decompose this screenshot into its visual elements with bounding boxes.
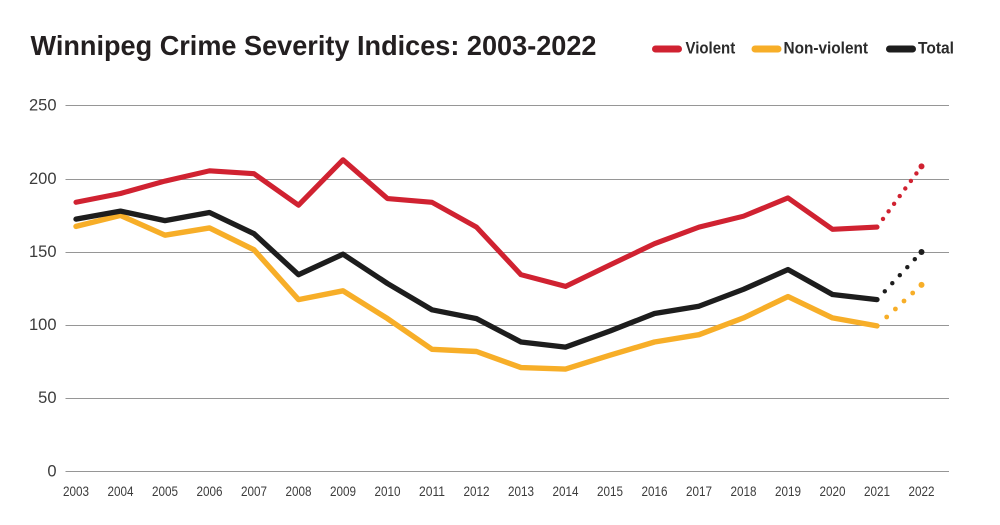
svg-text:2011: 2011 (419, 483, 445, 499)
svg-text:2017: 2017 (686, 483, 712, 499)
svg-text:2004: 2004 (108, 483, 134, 499)
svg-text:Violent: Violent (686, 39, 736, 58)
svg-text:2007: 2007 (241, 483, 267, 499)
svg-text:250: 250 (29, 97, 57, 115)
svg-text:2021: 2021 (864, 483, 890, 499)
svg-text:2020: 2020 (820, 483, 846, 499)
svg-text:0: 0 (47, 463, 56, 481)
svg-text:2012: 2012 (464, 483, 490, 499)
svg-text:50: 50 (38, 389, 56, 407)
svg-text:2018: 2018 (731, 483, 757, 499)
svg-text:2015: 2015 (597, 483, 623, 499)
svg-text:Winnipeg Crime Severity Indice: Winnipeg Crime Severity Indices: 2003-20… (31, 30, 597, 61)
svg-text:2016: 2016 (642, 483, 668, 499)
svg-text:2008: 2008 (286, 483, 312, 499)
svg-text:Total: Total (918, 39, 954, 58)
svg-text:Non-violent: Non-violent (784, 39, 869, 58)
svg-text:150: 150 (29, 243, 57, 261)
svg-text:2010: 2010 (375, 483, 401, 499)
svg-text:2005: 2005 (152, 483, 178, 499)
svg-text:2003: 2003 (63, 483, 89, 499)
svg-text:2022: 2022 (909, 483, 935, 499)
svg-text:200: 200 (29, 170, 57, 188)
svg-text:100: 100 (29, 316, 57, 334)
svg-text:2019: 2019 (775, 483, 801, 499)
svg-text:2014: 2014 (553, 483, 579, 499)
svg-text:2013: 2013 (508, 483, 534, 499)
svg-text:2006: 2006 (197, 483, 223, 499)
svg-text:2009: 2009 (330, 483, 356, 499)
